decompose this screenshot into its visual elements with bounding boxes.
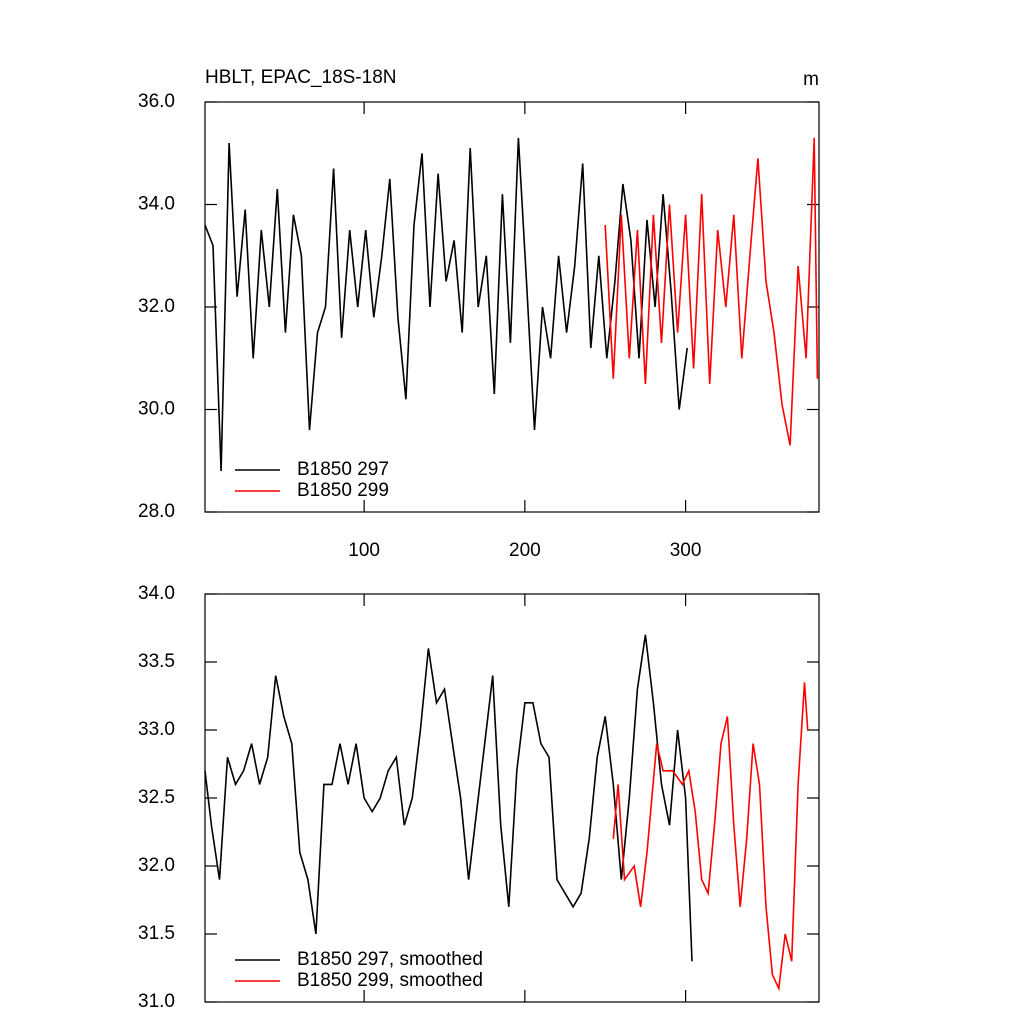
- units-label: m: [803, 69, 819, 90]
- data-line: [204, 634, 693, 962]
- y-tick-label: 32.0: [138, 296, 175, 317]
- chart-title: HBLT, EPAC_18S-18N: [205, 67, 397, 88]
- y-tick-label: 28.0: [138, 501, 175, 522]
- y-tick-label: 34.0: [138, 194, 175, 215]
- legend-label: B1850 297, smoothed: [297, 949, 483, 970]
- y-tick-label: 34.0: [138, 583, 175, 604]
- y-tick-label: 32.5: [138, 787, 175, 808]
- legend-label: B1850 297: [297, 459, 389, 480]
- y-tick-label: 36.0: [138, 91, 175, 112]
- legend-label: B1850 299, smoothed: [297, 970, 483, 991]
- y-tick-label: 31.0: [138, 991, 175, 1012]
- data-line: [612, 682, 809, 992]
- y-tick-label: 33.5: [138, 651, 175, 672]
- y-tick-label: 33.0: [138, 719, 175, 740]
- x-tick-label: 200: [509, 540, 541, 561]
- x-tick-label: 100: [348, 540, 380, 561]
- y-tick-label: 30.0: [138, 399, 175, 420]
- legend-label: B1850 299: [297, 480, 389, 501]
- y-tick-label: 31.5: [138, 923, 175, 944]
- x-tick-label: 300: [670, 540, 702, 561]
- data-line: [204, 137, 688, 472]
- y-tick-label: 32.0: [138, 855, 175, 876]
- data-line: [604, 137, 819, 446]
